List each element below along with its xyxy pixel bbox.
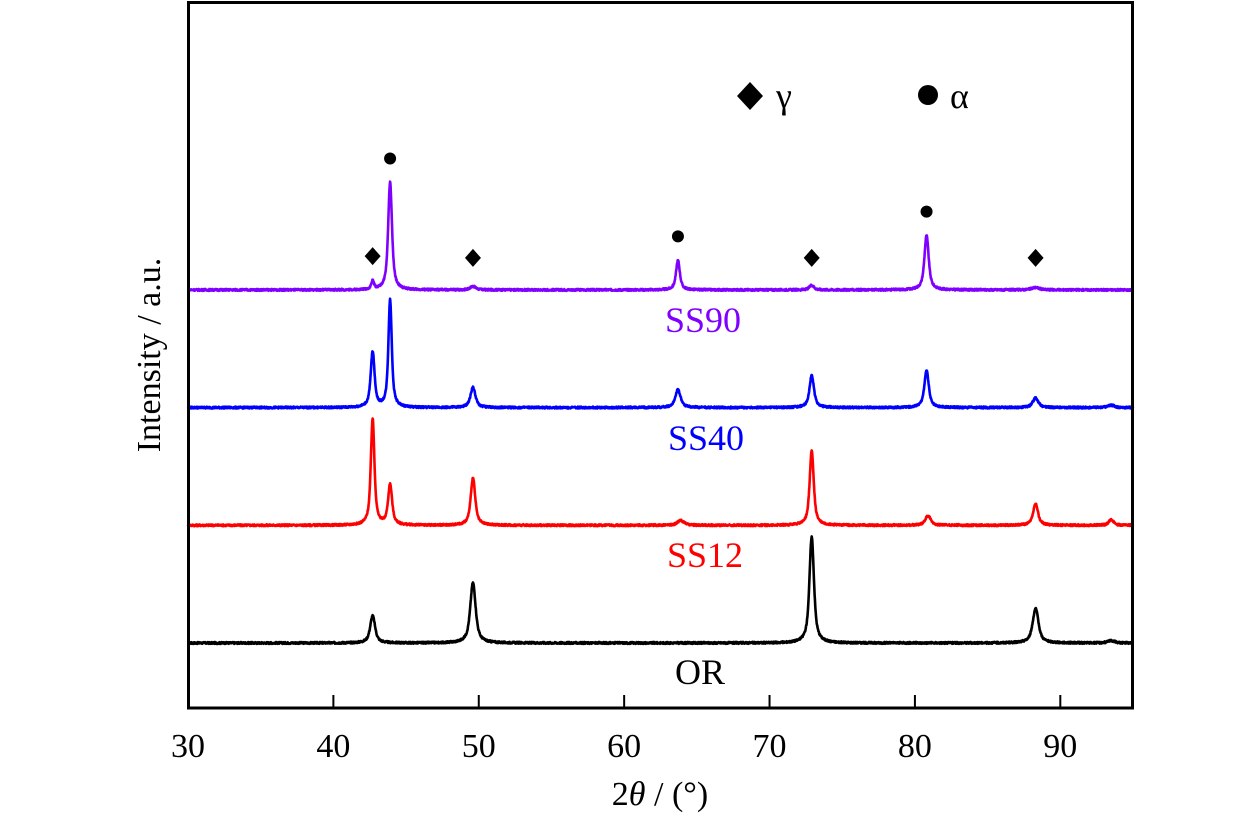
x-tick-label: 40 xyxy=(316,728,350,765)
x-tick-label: 90 xyxy=(1043,728,1077,765)
x-axis-title-theta: θ xyxy=(629,776,646,813)
legend: γ α xyxy=(737,76,969,116)
series-line-ss40 xyxy=(186,297,1135,410)
phase-marker-layer xyxy=(364,152,1044,267)
series-line-or xyxy=(186,535,1135,646)
y-axis-title: Intensity / a.u. xyxy=(131,258,168,453)
gamma-diamond-icon xyxy=(464,248,481,267)
legend-entry-gamma: γ xyxy=(737,76,792,116)
series-line-ss12 xyxy=(186,417,1135,528)
x-axis-ticks: 30 40 50 60 70 80 90 xyxy=(171,695,1077,765)
x-axis-title-suffix: / (°) xyxy=(646,776,709,813)
x-tick-label: 60 xyxy=(607,728,641,765)
series-label-ss40: SS40 xyxy=(668,418,744,458)
series-label-ss90: SS90 xyxy=(665,300,741,340)
circle-icon xyxy=(918,85,938,105)
series-label-ss12: SS12 xyxy=(667,535,743,575)
x-tick-label: 70 xyxy=(753,728,787,765)
series-line-ss90 xyxy=(186,180,1135,293)
alpha-circle-icon xyxy=(920,205,933,218)
legend-label-gamma: γ xyxy=(775,76,792,116)
gamma-diamond-icon xyxy=(1027,248,1044,267)
x-tick-label: 50 xyxy=(462,728,496,765)
legend-label-alpha: α xyxy=(950,76,969,116)
gamma-diamond-icon xyxy=(364,247,381,266)
gamma-diamond-icon xyxy=(803,248,820,267)
plot-frame xyxy=(187,1,1134,710)
series-layer xyxy=(186,180,1135,646)
legend-entry-alpha: α xyxy=(918,76,969,116)
alpha-circle-icon xyxy=(384,152,397,165)
alpha-circle-icon xyxy=(671,230,684,243)
x-axis-title-prefix: 2 xyxy=(612,776,629,813)
x-axis-title: 2θ / (°) xyxy=(612,776,708,813)
diamond-icon xyxy=(737,82,763,110)
x-tick-label: 30 xyxy=(171,728,205,765)
series-label-or: OR xyxy=(675,652,725,692)
x-tick-label: 80 xyxy=(898,728,932,765)
